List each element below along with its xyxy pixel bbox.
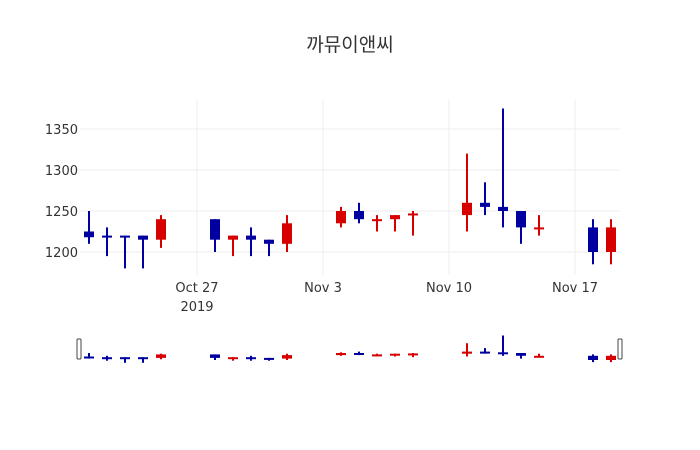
x-tick-label: Nov 10 [426, 281, 472, 296]
candle [228, 357, 238, 361]
candle [84, 353, 94, 359]
candle [120, 235, 130, 269]
candle [156, 353, 166, 360]
candle [336, 206, 346, 228]
candle [534, 353, 544, 358]
x-tick-label: Nov 3 [304, 281, 342, 296]
candle [102, 355, 112, 361]
candle [84, 211, 94, 244]
candle [354, 202, 364, 224]
candle [462, 153, 472, 232]
candle [390, 215, 400, 232]
candle [282, 353, 292, 360]
candle [264, 357, 274, 361]
x-tick-year: 2019 [180, 300, 213, 315]
candle [156, 215, 166, 248]
candle [210, 354, 220, 360]
candle [588, 219, 598, 265]
candle [372, 353, 382, 357]
range-slider[interactable] [76, 335, 623, 363]
candle [228, 235, 238, 257]
candle [606, 354, 616, 363]
candle [516, 353, 526, 359]
candle [498, 108, 508, 228]
candle [390, 353, 400, 357]
candle [372, 215, 382, 232]
range-slider-right-handle[interactable] [617, 338, 623, 360]
candle [534, 215, 544, 236]
y-axis: 1200 1250 1300 1350 [45, 123, 78, 261]
candle [480, 348, 490, 354]
candle [516, 211, 526, 244]
candle [480, 182, 490, 216]
grid-lines [80, 100, 620, 275]
candle [354, 351, 364, 356]
y-tick-label: 1350 [45, 123, 78, 138]
candle [336, 352, 346, 356]
candle [498, 335, 508, 356]
candle [102, 227, 112, 257]
range-slider-left-handle[interactable] [76, 338, 82, 360]
candle [282, 215, 292, 252]
candle [606, 219, 616, 265]
x-tick-label: Nov 17 [552, 281, 598, 296]
x-tick-label: Oct 27 [175, 281, 218, 296]
y-tick-label: 1250 [45, 205, 78, 220]
candle [246, 355, 256, 361]
candle [138, 235, 148, 269]
candle [210, 219, 220, 252]
chart-title: 까뮤이앤씨 [306, 34, 394, 56]
candle [588, 354, 598, 363]
main-plot-candles [84, 108, 616, 269]
candle [408, 211, 418, 236]
y-tick-label: 1300 [45, 164, 78, 179]
y-tick-label: 1200 [45, 246, 78, 261]
x-axis: Oct 27 2019 Nov 3 Nov 10 Nov 17 [175, 281, 598, 315]
candle [462, 343, 472, 357]
candle [264, 239, 274, 257]
candle [120, 357, 130, 363]
candle [246, 227, 256, 257]
candle [408, 353, 418, 358]
candle [138, 357, 148, 363]
